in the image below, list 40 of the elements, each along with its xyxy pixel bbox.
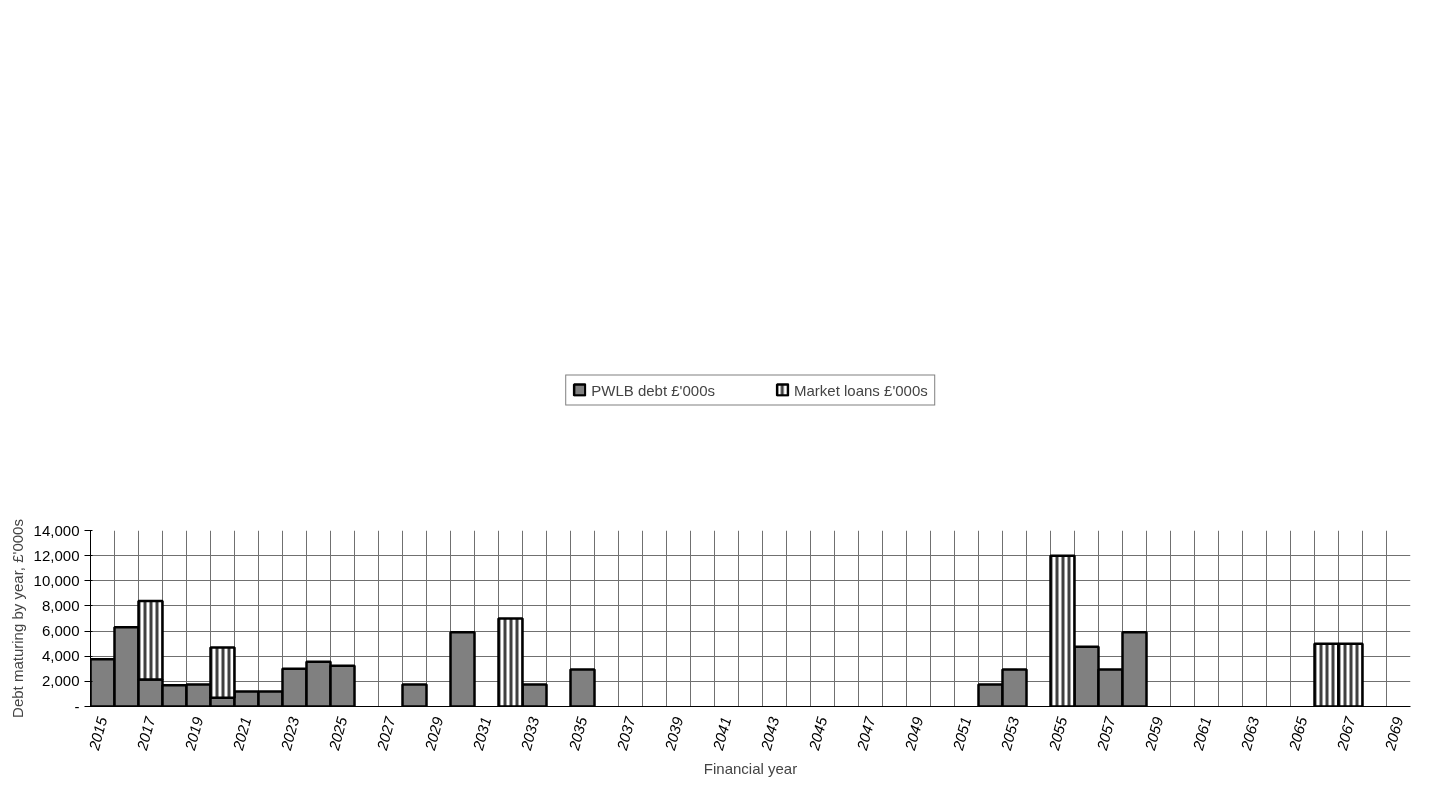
x-tick-label: 2053 <box>996 714 1023 753</box>
x-tick-label: 2021 <box>228 715 255 753</box>
x-tick-label: 2047 <box>852 714 879 753</box>
y-tick-label: 10,000 <box>33 571 80 589</box>
x-tick-label: 2017 <box>132 714 159 753</box>
x-tick-label: 2069 <box>1380 714 1407 753</box>
x-tick-label: 2061 <box>1188 715 1215 753</box>
legend-label: PWLB debt £'000s <box>591 381 715 399</box>
y-tick-label: 2,000 <box>41 672 80 690</box>
x-tick-label: 2023 <box>276 714 303 753</box>
x-tick-label: 2039 <box>660 714 687 753</box>
x-axis-title: Financial year <box>703 760 798 778</box>
x-tick-label: 2049 <box>900 714 927 753</box>
x-tick-label: 2055 <box>1044 714 1071 753</box>
x-tick-label: 2059 <box>1140 714 1167 753</box>
x-tick-label: 2063 <box>1236 714 1263 753</box>
x-tick-label: 2037 <box>612 714 639 753</box>
x-tick-label: 2065 <box>1284 714 1311 753</box>
x-tick-label: 2027 <box>372 714 399 753</box>
x-tick-label: 2031 <box>468 715 495 753</box>
x-tick-label: 2067 <box>1332 714 1359 753</box>
y-tick-label: 4,000 <box>41 647 80 665</box>
y-tick-label: 14,000 <box>33 521 80 539</box>
x-tick-label: 2057 <box>1092 714 1119 753</box>
y-tick-label: 6,000 <box>41 622 80 640</box>
x-tick-label: 2043 <box>756 714 783 753</box>
legend-label: Market loans £'000s <box>794 381 928 399</box>
y-axis-title: Debt maturing by year, £'000s <box>8 519 26 718</box>
x-tick-label: 2025 <box>324 714 351 753</box>
y-tick-label: - <box>74 697 80 715</box>
x-tick-label: 2041 <box>708 715 735 753</box>
x-tick-label: 2029 <box>420 714 447 753</box>
x-tick-label: 2033 <box>516 714 543 753</box>
x-tick-label: 2035 <box>564 714 591 753</box>
x-tick-label: 2051 <box>948 715 975 753</box>
x-tick-label: 2019 <box>180 714 207 753</box>
x-tick-label: 2045 <box>804 714 831 753</box>
x-tick-label: 2015 <box>84 714 111 753</box>
y-tick-label: 12,000 <box>33 546 80 564</box>
y-tick-label: 8,000 <box>41 596 80 614</box>
